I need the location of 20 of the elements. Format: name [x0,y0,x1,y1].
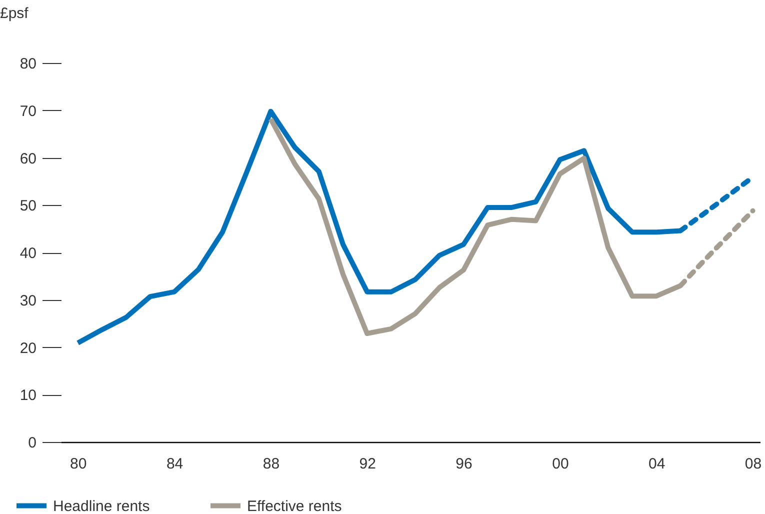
x-tick-label: 80 [70,456,87,472]
legend-label: Effective rents [247,498,342,514]
y-tick-label: 60 [20,150,36,168]
x-tick-label: 04 [648,456,666,472]
y-tick-label: 10 [20,387,36,404]
x-tick-label: 88 [262,456,280,472]
y-tick-label: 40 [20,245,36,262]
legend-label: Headline rents [53,498,150,514]
y-tick-label: 70 [20,102,36,120]
y-tick-label: 20 [20,340,36,357]
y-tick-label: 80 [20,56,36,72]
x-tick-label: 08 [744,456,762,472]
y-tick-label: 0 [28,434,36,452]
y-tick-label: 30 [20,292,36,310]
x-tick-label: 92 [359,456,376,472]
x-tick-label: 00 [552,456,569,472]
x-tick-label: 84 [166,456,184,472]
y-axis-title: £psf [0,5,30,22]
x-tick-label: 96 [456,456,472,472]
y-tick-label: 50 [20,198,36,215]
